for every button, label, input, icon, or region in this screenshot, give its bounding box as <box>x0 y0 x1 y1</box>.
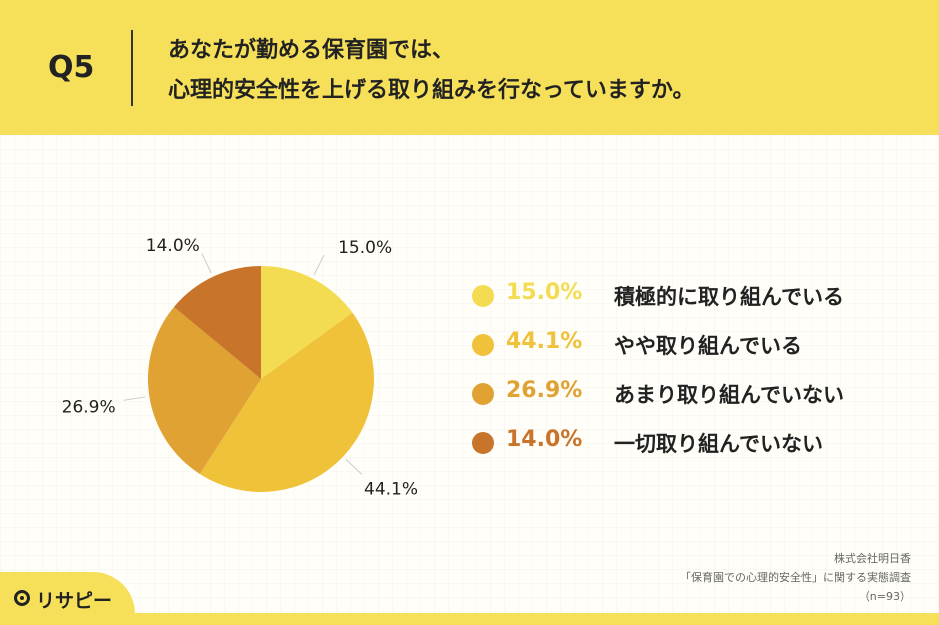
legend-label: あまり取り組んでいない <box>614 383 844 407</box>
legend-label: 一切取り組んでいない <box>614 432 823 456</box>
source-survey: 「保育園での心理的安全性」に関する実態調査 <box>680 571 911 584</box>
legend-percent: 44.1% <box>506 329 583 354</box>
legend-percent: 15.0% <box>506 280 583 305</box>
leader-line <box>201 253 212 274</box>
pie-slice <box>173 266 261 379</box>
slice-data-label: 26.9% <box>62 397 116 417</box>
legend-swatch <box>472 383 494 405</box>
header-divider <box>131 30 133 106</box>
title-line-1: あなたが勤める保育園では、 <box>168 38 455 63</box>
chart-card: 15.0% 44.1% 26.9% 14.0% 15.0% 積極的に取り組んでいる 4… <box>0 135 939 613</box>
legend-swatch <box>472 432 494 454</box>
title-line-2: 心理的安全性を上げる取り組みを行なっていますか。 <box>168 78 695 103</box>
pie-slice <box>199 312 374 492</box>
legend-percent: 14.0% <box>506 427 583 452</box>
brand-pin-icon <box>14 590 30 606</box>
legend-swatch <box>472 334 494 356</box>
legend-item: 26.9% あまり取り組んでいない <box>472 373 892 422</box>
question-number: Q5 <box>48 50 95 85</box>
legend-label: やや取り組んでいる <box>614 334 802 358</box>
source-note: 株式会社明日香 「保育園での心理的安全性」に関する実態調査 （n=93） <box>680 549 911 606</box>
question-title: あなたが勤める保育園では、 心理的安全性を上げる取り組みを行なっていますか。 <box>168 31 694 111</box>
legend-item: 44.1% やや取り組んでいる <box>472 324 892 373</box>
legend-swatch <box>472 285 494 307</box>
legend-percent: 26.9% <box>506 378 583 403</box>
slice-data-label: 44.1% <box>364 479 418 499</box>
legend: 15.0% 積極的に取り組んでいる 44.1% やや取り組んでいる 26.9% … <box>472 275 892 471</box>
leader-line <box>345 458 363 475</box>
slice-data-label: 14.0% <box>146 236 200 256</box>
brand-logo: リサピー <box>0 572 135 625</box>
leader-line <box>313 254 325 275</box>
legend-label: 積極的に取り組んでいる <box>614 285 844 309</box>
source-company: 株式会社明日香 <box>834 552 911 565</box>
brand-name: リサピー <box>36 590 113 612</box>
source-sample: （n=93） <box>858 590 911 603</box>
leader-line <box>123 396 146 401</box>
pie-slice <box>261 266 353 379</box>
legend-item: 15.0% 積極的に取り組んでいる <box>472 275 892 324</box>
pie-slice <box>148 306 261 475</box>
header: Q5 あなたが勤める保育園では、 心理的安全性を上げる取り組みを行なっていますか… <box>0 0 939 135</box>
legend-item: 14.0% 一切取り組んでいない <box>472 422 892 471</box>
pie-chart: 15.0% 44.1% 26.9% 14.0% <box>62 236 418 499</box>
slice-data-label: 15.0% <box>338 238 392 258</box>
